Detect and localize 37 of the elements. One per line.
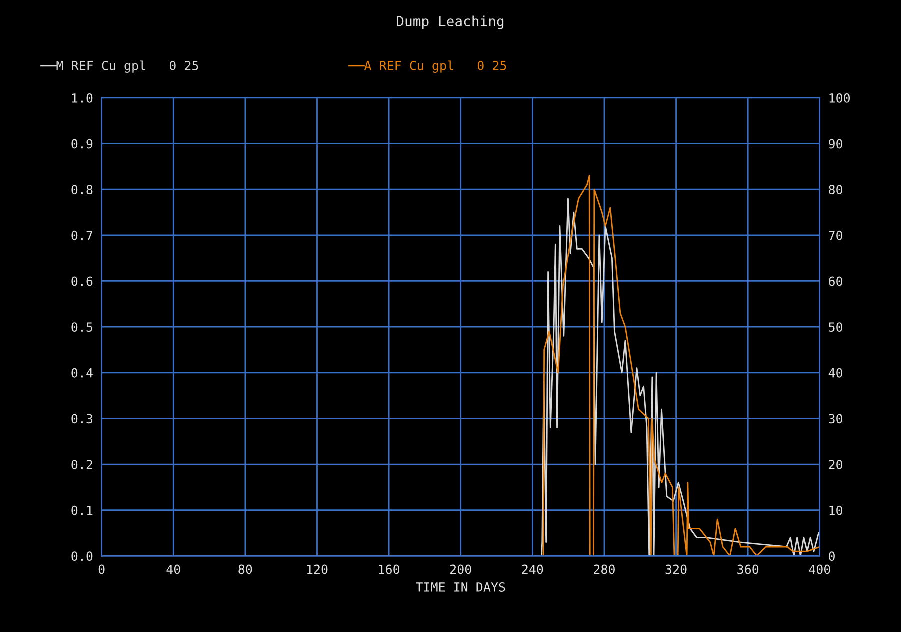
y2-tick-label: 50	[829, 322, 842, 332]
y-tick-label: 0.9	[72, 139, 93, 149]
y2-tick-label: 30	[829, 414, 842, 424]
y-tick-label: 0.1	[72, 506, 93, 516]
chart-title: Dump Leaching	[397, 16, 504, 30]
y2-tick-label: 10	[830, 506, 842, 516]
y2-tick-label: 60	[829, 276, 842, 286]
x-tick-label: 320	[666, 564, 687, 574]
y-tick-label: 0.5	[72, 322, 92, 332]
x-tick-label: 400	[809, 564, 830, 574]
y2-tick-label: 70	[829, 230, 842, 240]
y-tick-label: 0.3	[72, 414, 93, 424]
y-tick-label: 0.0	[72, 552, 93, 562]
y-tick-label: 0.7	[72, 230, 93, 240]
y-tick-label: 0.8	[72, 185, 93, 195]
x-tick-label: 160	[379, 564, 400, 574]
y2-tick-label: 80	[829, 185, 842, 195]
x-tick-label: 200	[450, 564, 472, 574]
x-tick-label: 240	[522, 564, 544, 574]
x-tick-label: 120	[307, 564, 328, 574]
legend-label: A REF Cu gpl 0 25	[364, 60, 506, 73]
y2-tick-label: 90	[829, 139, 842, 149]
x-tick-label: 80	[238, 564, 252, 574]
x-tick-label: 360	[738, 564, 759, 574]
legend-label: M REF Cu gpl 0 25	[56, 60, 198, 73]
y-tick-label: 0.6	[72, 276, 93, 286]
y2-tick-label: 100	[830, 93, 850, 103]
x-tick-label: 280	[594, 564, 615, 574]
x-tick-label: 0	[98, 564, 105, 574]
y2-tick-label: 0	[829, 552, 835, 562]
x-axis-title: TIME IN DAYS	[416, 582, 506, 592]
y2-tick-label: 20	[829, 460, 842, 470]
y2-tick-label: 40	[828, 368, 842, 378]
y-tick-label: 0.2	[72, 460, 92, 470]
y-tick-label: 0.4	[72, 368, 93, 378]
y-tick-label: 1.0	[72, 93, 93, 103]
x-tick-label: 40	[166, 564, 180, 574]
